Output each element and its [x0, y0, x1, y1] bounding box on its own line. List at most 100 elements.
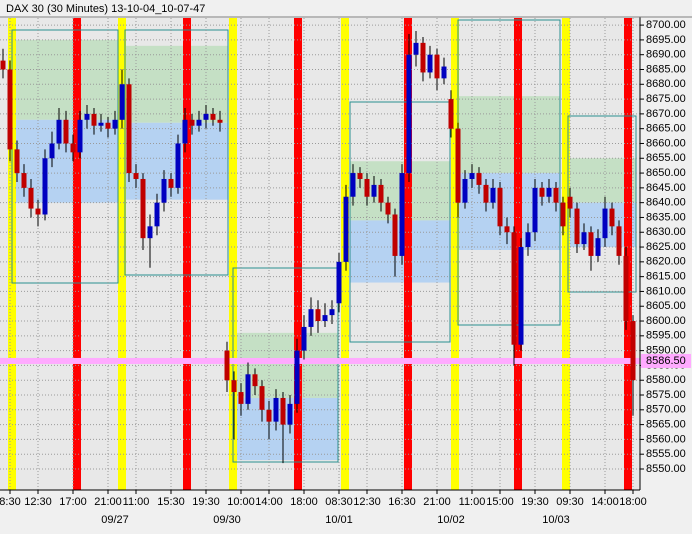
session-marker: [294, 18, 302, 490]
session-marker: [229, 18, 237, 490]
candle-body: [189, 119, 195, 126]
candle-body: [224, 350, 230, 381]
candle-body: [539, 187, 545, 197]
candle-body: [42, 158, 48, 215]
y-tick-label: 8605.00: [646, 300, 686, 312]
candle-body: [567, 196, 573, 209]
candle-body: [140, 178, 146, 239]
y-tick-label: 8635.00: [646, 211, 686, 223]
x-tick-label: 08:30: [325, 496, 353, 508]
y-tick-label: 8630.00: [646, 226, 686, 238]
y-tick-label: 8655.00: [646, 152, 686, 164]
candle-body: [301, 326, 307, 351]
x-tick-label: 15:30: [157, 496, 185, 508]
y-tick-label: 8660.00: [646, 137, 686, 149]
candle-body: [273, 397, 279, 422]
y-tick-label: 8600.00: [646, 315, 686, 327]
candle-body: [259, 386, 265, 410]
candle-body: [511, 232, 517, 345]
x-tick-label: 16:30: [388, 496, 416, 508]
value-area-upper: [12, 39, 118, 120]
x-tick-label: 09:30: [556, 496, 584, 508]
y-tick-label: 8570.00: [646, 404, 686, 416]
x-tick-label: 15:00: [486, 496, 514, 508]
candle-body: [315, 309, 321, 322]
x-tick-label: 19:30: [192, 496, 220, 508]
candle-body: [7, 69, 13, 150]
range-outline: [124, 29, 229, 276]
candle-body: [588, 232, 594, 256]
candle-body: [490, 187, 496, 203]
candle-body: [595, 238, 601, 256]
candle-body: [420, 42, 426, 73]
x-tick-label: 12:30: [353, 496, 381, 508]
value-area-upper: [458, 96, 560, 174]
candle-body: [392, 214, 398, 256]
candle-body: [350, 173, 356, 197]
candle-body: [448, 99, 454, 129]
candle-body: [616, 226, 622, 256]
candle-body: [210, 113, 216, 120]
candle-body: [196, 119, 202, 126]
candle-body: [385, 202, 391, 215]
candle-body: [112, 119, 118, 129]
candle-body: [168, 178, 174, 188]
candle-body: [266, 409, 272, 422]
candle-body: [560, 202, 566, 227]
layers: [0, 18, 640, 490]
candle-body: [602, 208, 608, 239]
y-tick-label: 8680.00: [646, 78, 686, 90]
session-marker: [514, 18, 522, 490]
x-tick-label: 18:00: [619, 496, 647, 508]
x-tick-label: 18:00: [290, 496, 318, 508]
y-tick-label: 8580.00: [646, 374, 686, 386]
candle-body: [98, 122, 104, 126]
y-tick-label: 8700.00: [646, 19, 686, 31]
candle-body: [455, 128, 461, 203]
price-line: [0, 357, 640, 364]
date-label: 09/27: [101, 514, 129, 526]
candle-body: [105, 122, 111, 129]
candle-body: [231, 380, 237, 393]
candle-body: [175, 143, 181, 188]
candle-body: [343, 196, 349, 262]
candle-body: [217, 119, 223, 123]
y-tick-label: 8595.00: [646, 330, 686, 342]
y-tick-label: 8640.00: [646, 197, 686, 209]
date-label: 09/30: [213, 514, 241, 526]
candle-body: [357, 173, 363, 179]
candle-body: [553, 187, 559, 203]
y-tick-label: 8620.00: [646, 256, 686, 268]
candle-body: [14, 149, 20, 174]
x-tick-label: 17:00: [59, 496, 87, 508]
candle-body: [378, 184, 384, 203]
x-tick-label: 11:00: [459, 496, 486, 508]
y-tick-label: 8665.00: [646, 123, 686, 135]
x-tick-label: 14:00: [591, 496, 619, 508]
candle-body: [133, 173, 139, 179]
y-tick-label: 8685.00: [646, 63, 686, 75]
candle-body: [476, 173, 482, 185]
candle-body: [336, 261, 342, 304]
candle-body: [280, 397, 286, 425]
candle-body: [623, 255, 629, 322]
candle-body: [364, 178, 370, 197]
x-tick-label: 10:00: [227, 496, 255, 508]
session-marker: [183, 18, 191, 490]
candle-body: [399, 173, 405, 256]
date-label: 10/01: [325, 514, 353, 526]
candle-body: [483, 184, 489, 203]
x-tick-label: 19:30: [521, 496, 549, 508]
candle-body: [161, 178, 167, 203]
y-tick-label: 8560.00: [646, 433, 686, 445]
x-tick-label: 8:30: [0, 496, 21, 508]
candle-body: [56, 119, 62, 144]
candle-body: [147, 226, 153, 239]
candle-body: [35, 208, 41, 215]
candle-body: [49, 143, 55, 159]
candle-body: [525, 232, 531, 248]
candle-body: [518, 247, 524, 345]
candle-body: [497, 187, 503, 227]
chart-title: DAX 30 (30 Minutes) 13-10-04_10-07-47: [6, 3, 205, 15]
